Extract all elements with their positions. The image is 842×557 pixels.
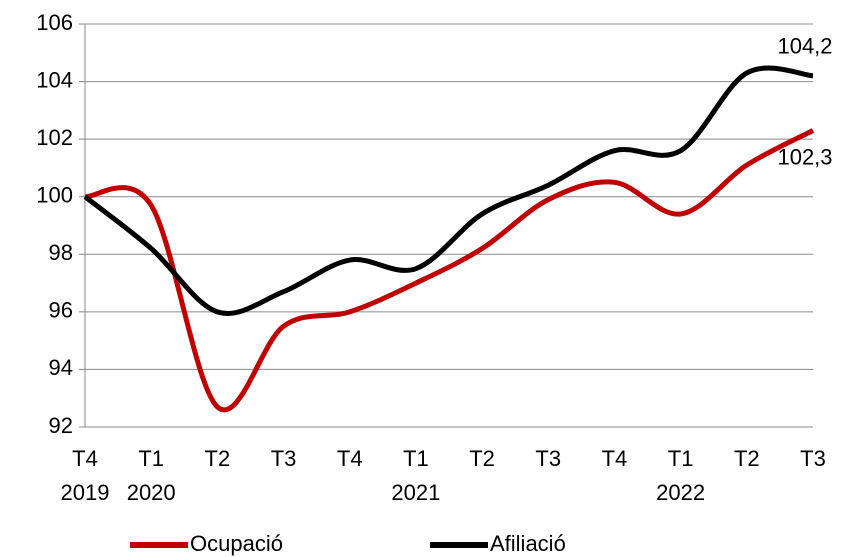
y-tick-label: 100 [36, 183, 73, 208]
x-tick-label: T1 [668, 446, 694, 471]
x-year-label: 2022 [656, 480, 705, 505]
x-tick-label: T1 [403, 446, 429, 471]
x-tick-label: T3 [800, 446, 826, 471]
x-tick-label: T2 [205, 446, 231, 471]
y-tick-label: 106 [36, 10, 73, 35]
x-year-label: 2021 [391, 480, 440, 505]
x-tick-label: T4 [337, 446, 363, 471]
y-tick-label: 94 [49, 355, 73, 380]
x-tick-label: T3 [535, 446, 561, 471]
x-year-label: 2019 [61, 480, 110, 505]
x-tick-label: T2 [734, 446, 760, 471]
data-label: 102,3 [777, 144, 832, 169]
x-tick-label: T4 [602, 446, 628, 471]
y-tick-label: 102 [36, 125, 73, 150]
x-tick-label: T2 [469, 446, 495, 471]
legend-label: Ocupació [190, 531, 283, 556]
x-year-label: 2020 [127, 480, 176, 505]
y-tick-label: 92 [49, 413, 73, 438]
y-tick-label: 104 [36, 67, 73, 92]
series-line [83, 65, 814, 316]
x-tick-label: T4 [72, 446, 98, 471]
y-tick-label: 98 [49, 240, 73, 265]
y-tick-label: 96 [49, 298, 73, 323]
data-label: 104,2 [777, 34, 832, 59]
legend-label: Afiliació [490, 531, 566, 556]
series-line [84, 128, 815, 413]
x-tick-label: T1 [138, 446, 164, 471]
x-tick-label: T3 [271, 446, 297, 471]
